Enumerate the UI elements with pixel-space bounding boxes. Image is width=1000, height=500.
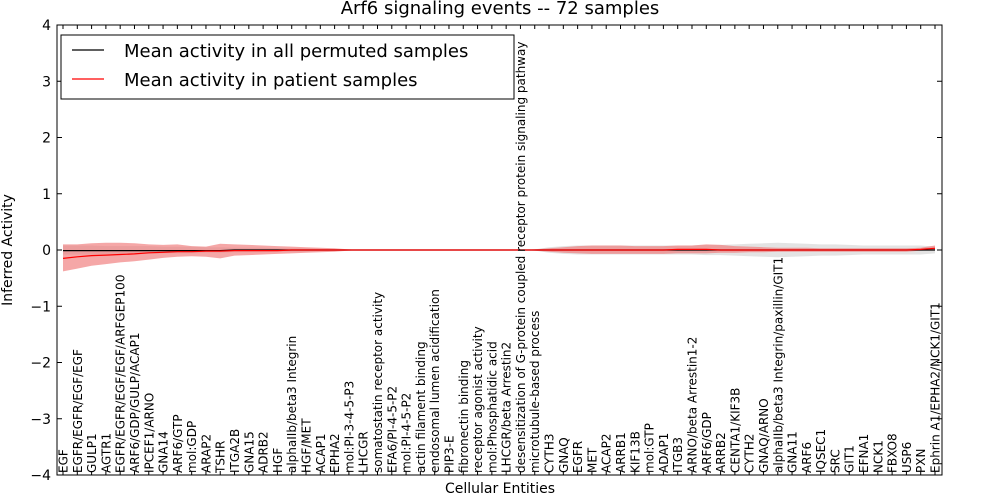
y-tick-label: −2 — [30, 356, 51, 372]
x-tick-label: EGFR/EGFR/EGF/EGF — [71, 349, 85, 473]
x-tick-label: ACAP1 — [314, 434, 328, 473]
y-tick-labels: 4 3 2 1 0 −1 −2 −3 −4 — [30, 18, 51, 484]
legend-label-patient: Mean activity in patient samples — [124, 70, 418, 91]
x-tick-label: GULP1 — [85, 433, 99, 473]
x-tick-label: ARRB1 — [614, 432, 628, 473]
x-tick-label: IQSEC1 — [814, 429, 828, 473]
x-tick-label: GNA14 — [157, 431, 171, 473]
x-tick-label: NCK1 — [871, 440, 885, 473]
x-tick-label: microtubule-based process — [528, 311, 542, 473]
x-tick-label: SRC — [828, 449, 842, 473]
legend-label-permuted: Mean activity in all permuted samples — [124, 41, 468, 62]
x-tick-label: PIP3-E — [443, 435, 457, 473]
y-tick-label: −3 — [30, 412, 51, 428]
x-tick-label: HGF/MET — [300, 418, 314, 473]
x-tick-label: ARF6 — [800, 442, 814, 473]
x-tick-label: ARF6/GDP/GULP/ACAP1 — [128, 333, 142, 473]
x-tick-label: ITGA2B — [228, 429, 242, 473]
y-tick-label: 1 — [42, 187, 51, 203]
y-tick-label: 0 — [42, 243, 51, 259]
x-tick-label: TSHR — [214, 441, 228, 474]
x-tick-label: USP6 — [900, 442, 914, 473]
x-tick-label: Ephrin A1/EPHA2/NCK1/GIT1 — [929, 302, 943, 473]
x-tick-label: ADAP1 — [657, 433, 671, 473]
x-tick-label: mol:PI-3-4-5-P3 — [342, 381, 356, 473]
x-tick-label: AGTR1 — [99, 433, 113, 473]
series-lines — [62, 247, 936, 259]
x-tick-label: ARNO/beta Arrestin1-2 — [686, 337, 700, 473]
x-tick-label: ARAP2 — [200, 434, 214, 473]
y-tick-label: 4 — [42, 18, 51, 34]
series-line-1 — [62, 247, 936, 259]
x-tick-label: HGF — [271, 448, 285, 473]
legend-box — [60, 34, 515, 100]
x-tick-label: GNAQ/ARNO — [757, 398, 771, 473]
x-tick-label: receptor agonist activity — [471, 326, 485, 473]
x-axis-label: Cellular Entities — [445, 481, 555, 497]
y-tick-label: −4 — [30, 468, 51, 484]
x-tick-label: CYTH2 — [743, 434, 757, 474]
x-tick-label: CENTA1/KIF3B — [728, 388, 742, 473]
x-tick-label: fibronectin binding — [457, 360, 471, 473]
x-tick-label: desensitization of G-protein coupled rec… — [514, 42, 528, 473]
x-tick-label: ACAP2 — [600, 434, 614, 473]
x-tick-label: ADRB2 — [257, 431, 271, 473]
x-tick-label: EGF — [57, 449, 71, 473]
legend: Mean activity in all permuted samples Me… — [60, 34, 515, 100]
x-tick-label: EPHA2 — [328, 433, 342, 473]
x-tick-label: endosomal lumen acidification — [428, 289, 442, 473]
x-tick-label: EGFR/EGFR/EGF/EGF/ARFGEP100 — [114, 275, 128, 473]
x-tick-label: EFNA1 — [857, 434, 871, 473]
y-axis-label: Inferred Activity — [0, 194, 16, 306]
x-tick-label: ARRB2 — [714, 432, 728, 473]
y-tick-label: −1 — [30, 299, 51, 315]
x-tick-label: IPCEF1/ARNO — [142, 393, 156, 473]
x-tick-label: GIT1 — [843, 445, 857, 473]
x-tick-label: LHCGR/beta Arrestin2 — [500, 342, 514, 473]
x-tick-label: CYTH3 — [543, 434, 557, 474]
x-tick-label: LHCGR — [357, 431, 371, 473]
x-tick-label: PXN — [914, 449, 928, 473]
x-tick-label: MET — [585, 447, 599, 473]
plot-area-frame — [56, 24, 943, 476]
x-tick-label: ARF6/GDP — [700, 412, 714, 473]
x-tick-label: mol:GDP — [185, 421, 199, 473]
x-tick-label: GNAQ — [557, 437, 571, 473]
y-tick-label: 3 — [42, 74, 51, 90]
chart-title: Arf6 signaling events -- 72 samples — [341, 0, 660, 19]
x-tick-labels: EGF EGFR/EGFR/EGF/EGF GULP1 AGTR1 EGFR/EGFR/… — [57, 42, 943, 474]
x-tick-label: actin filament binding — [414, 341, 428, 473]
x-tick-label: alphaIIb/beta3 Integrin — [285, 336, 299, 473]
x-tick-label: EFA6/PI-4-5-P2 — [385, 386, 399, 473]
x-tick-label: mol:PI-4-5-P2 — [400, 393, 414, 473]
x-tick-label: EGFR — [571, 441, 585, 473]
x-tick-label: somatostatin receptor activity — [371, 292, 385, 473]
x-tick-label: ITGB3 — [671, 437, 685, 473]
x-tick-label: FBXO8 — [886, 433, 900, 473]
x-tick-label: ARF6/GTP — [171, 414, 185, 473]
x-tick-label: GNA11 — [786, 431, 800, 473]
y-tick-label: 2 — [42, 131, 51, 147]
x-tick-label: mol:GTP — [643, 423, 657, 473]
x-tick-label: alphaIIb/beta3 Integrin/paxillin/GIT1 — [771, 257, 785, 473]
x-tick-label: GNA15 — [242, 431, 256, 473]
x-tick-label: mol:Phosphatidic acid — [485, 341, 499, 473]
x-tick-label: KIF13B — [628, 431, 642, 473]
